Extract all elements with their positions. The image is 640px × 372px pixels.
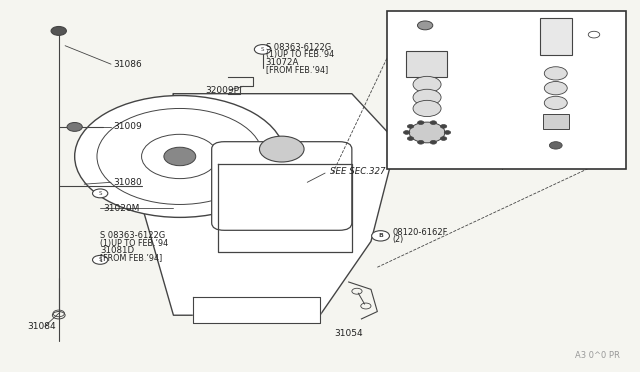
Text: S: S xyxy=(99,191,102,196)
Text: (1)UP TO FEB.’94: (1)UP TO FEB.’94 xyxy=(266,51,334,60)
Circle shape xyxy=(544,96,567,110)
Circle shape xyxy=(549,142,562,149)
Circle shape xyxy=(403,131,410,134)
Bar xyxy=(540,18,572,55)
Circle shape xyxy=(164,147,196,166)
Text: 31009: 31009 xyxy=(113,122,141,131)
Bar xyxy=(387,11,626,169)
Circle shape xyxy=(408,125,413,128)
Text: S 08363-6122G: S 08363-6122G xyxy=(266,43,331,52)
Text: 31072A: 31072A xyxy=(266,58,300,67)
Circle shape xyxy=(67,122,83,131)
Circle shape xyxy=(417,21,433,30)
Text: (1)UP TO FEB.’94: (1)UP TO FEB.’94 xyxy=(100,239,168,248)
FancyBboxPatch shape xyxy=(212,142,352,230)
Text: 31054: 31054 xyxy=(334,329,363,338)
Polygon shape xyxy=(193,297,320,323)
Circle shape xyxy=(430,121,436,125)
Text: 31081D: 31081D xyxy=(100,246,134,255)
Circle shape xyxy=(408,137,413,140)
Circle shape xyxy=(544,67,567,80)
Text: 32009P: 32009P xyxy=(205,86,239,94)
Text: 31086: 31086 xyxy=(113,60,141,69)
Circle shape xyxy=(372,231,390,241)
Text: S 08363-6122G: S 08363-6122G xyxy=(100,231,165,240)
Circle shape xyxy=(417,141,424,144)
Circle shape xyxy=(440,137,447,140)
Text: [FROM FEB.’94]: [FROM FEB.’94] xyxy=(100,253,163,263)
Circle shape xyxy=(409,122,445,143)
Bar xyxy=(406,51,447,77)
Text: S: S xyxy=(99,257,102,262)
Circle shape xyxy=(413,89,441,106)
Text: SEE SEC.327: SEE SEC.327 xyxy=(330,167,385,176)
Circle shape xyxy=(444,131,451,134)
Text: 31020M: 31020M xyxy=(103,203,140,213)
Text: B: B xyxy=(378,233,383,238)
Text: S: S xyxy=(261,47,264,52)
Polygon shape xyxy=(218,164,352,253)
Circle shape xyxy=(413,76,441,93)
Text: A3 0^0 PR: A3 0^0 PR xyxy=(575,350,620,359)
Text: [FROM FEB.’94]: [FROM FEB.’94] xyxy=(266,65,328,74)
Bar xyxy=(543,114,568,129)
Circle shape xyxy=(440,125,447,128)
Circle shape xyxy=(254,45,271,54)
Circle shape xyxy=(93,189,108,198)
Circle shape xyxy=(413,100,441,116)
Circle shape xyxy=(75,96,285,217)
Text: 31084: 31084 xyxy=(27,322,56,331)
Circle shape xyxy=(259,136,304,162)
Circle shape xyxy=(93,256,108,264)
Text: 31080: 31080 xyxy=(113,178,141,187)
Circle shape xyxy=(51,26,67,35)
Polygon shape xyxy=(141,94,396,315)
Text: (2): (2) xyxy=(392,235,403,244)
Circle shape xyxy=(417,121,424,125)
Text: 08120-6162F: 08120-6162F xyxy=(392,228,447,237)
Circle shape xyxy=(544,81,567,95)
Circle shape xyxy=(430,141,436,144)
